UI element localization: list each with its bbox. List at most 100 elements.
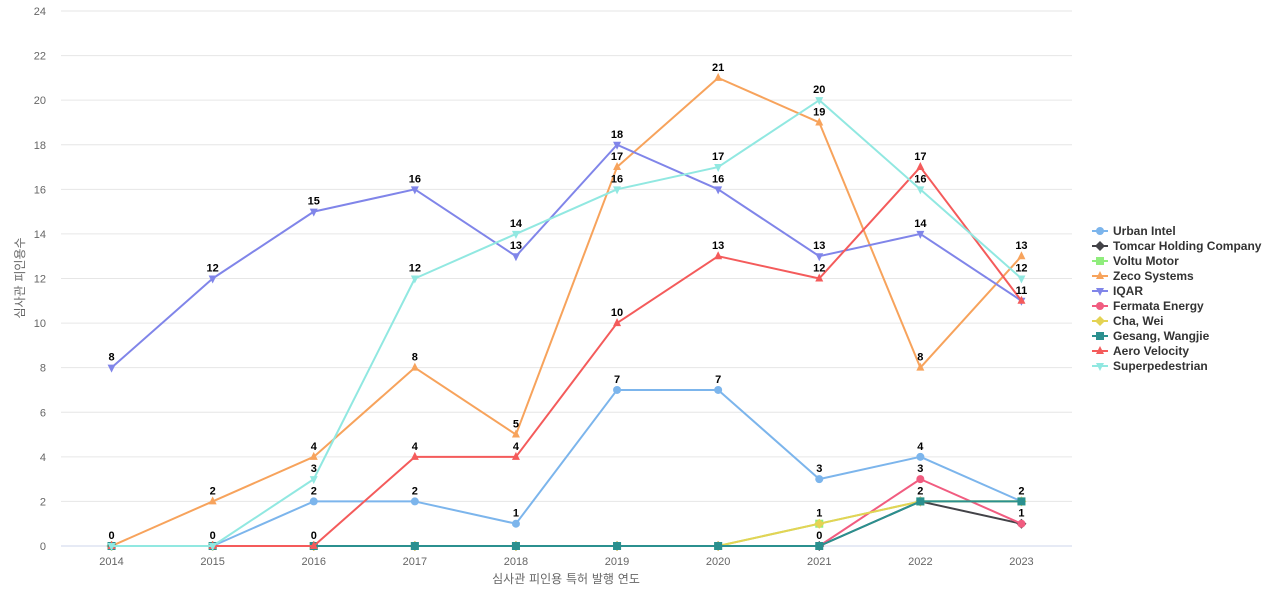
data-label: 11 — [1016, 285, 1028, 297]
data-label: 8 — [412, 352, 418, 364]
legend-label: Urban Intel — [1113, 224, 1176, 238]
legend-item-zeco-systems: Zeco Systems — [1092, 269, 1194, 283]
data-label: 2 — [412, 485, 418, 497]
data-label: 0 — [311, 530, 317, 542]
data-point — [309, 208, 318, 217]
data-label: 5 — [513, 419, 519, 431]
data-point — [511, 253, 520, 262]
data-point — [815, 273, 824, 282]
data-label: 16 — [409, 173, 421, 185]
legend-marker — [1095, 316, 1105, 326]
grid-lines — [61, 10, 1072, 547]
data-point — [814, 518, 825, 529]
data-point — [916, 362, 925, 371]
data-point — [613, 141, 622, 150]
data-label: 12 — [813, 263, 825, 275]
legend-item-gesang-wangjie: Gesang, Wangjie — [1092, 329, 1210, 343]
series-cha-wei — [106, 496, 1027, 551]
y-tick-label: 14 — [34, 229, 46, 241]
y-tick-label: 18 — [34, 140, 46, 152]
data-label: 8 — [917, 352, 923, 364]
data-point — [410, 497, 419, 506]
data-point — [916, 452, 925, 461]
data-point — [613, 542, 622, 550]
legend-marker — [1096, 271, 1104, 279]
data-label: 20 — [813, 84, 825, 96]
legend-item-urban-intel: Urban Intel — [1092, 224, 1176, 238]
legend-label: IQAR — [1113, 284, 1143, 298]
legend-item-voltu-motor: Voltu Motor — [1092, 254, 1179, 268]
data-point — [1017, 497, 1026, 506]
legend-marker — [1096, 302, 1104, 310]
data-label: 13 — [510, 240, 522, 252]
data-point — [410, 451, 419, 460]
legend-label: Zeco Systems — [1113, 269, 1194, 283]
legend-label: Aero Velocity — [1113, 344, 1189, 358]
data-label: 2 — [917, 485, 923, 497]
legend-label: Voltu Motor — [1113, 254, 1179, 268]
x-tick-label: 2018 — [504, 556, 528, 568]
legend-item-iqar: IQAR — [1092, 284, 1143, 298]
data-label: 16 — [914, 173, 926, 185]
data-point — [1017, 295, 1026, 304]
x-tick-label: 2017 — [403, 556, 427, 568]
legend-label: Superpedestrian — [1113, 359, 1208, 373]
x-tick-label: 2022 — [908, 556, 932, 568]
data-point — [309, 451, 318, 460]
data-label: 3 — [311, 463, 317, 475]
y-tick-label: 10 — [34, 318, 46, 330]
data-point — [613, 385, 622, 394]
y-tick-label: 6 — [40, 407, 46, 419]
x-tick-label: 2023 — [1009, 556, 1033, 568]
data-point — [511, 230, 520, 239]
data-point — [511, 451, 520, 460]
data-label: 18 — [611, 129, 623, 141]
data-point — [1017, 251, 1026, 260]
data-point — [208, 496, 217, 505]
data-label: 1 — [1018, 508, 1024, 520]
legend-marker — [1096, 257, 1104, 265]
data-point — [1017, 275, 1026, 284]
data-point — [613, 318, 622, 327]
data-label: 13 — [712, 240, 724, 252]
x-axis: 2014 2015 2016 2017 2018 2019 2020 2021 2022 2023 — [99, 556, 1033, 568]
data-label: 0 — [816, 530, 822, 542]
data-point — [511, 519, 520, 528]
series-iqar — [107, 141, 1026, 373]
data-label: 17 — [611, 151, 623, 163]
legend-marker — [1095, 241, 1105, 251]
data-label: 8 — [108, 352, 114, 364]
legend-marker — [1096, 227, 1104, 235]
x-tick-label: 2016 — [302, 556, 326, 568]
data-point — [208, 275, 217, 284]
series-tomcar-holding-company — [106, 496, 1027, 551]
legend-label: Fermata Energy — [1113, 299, 1204, 313]
legend-label: Cha, Wei — [1113, 314, 1163, 328]
x-tick-label: 2015 — [200, 556, 224, 568]
y-axis-title: 심사관 피인용수 — [13, 237, 27, 318]
data-point — [815, 253, 824, 262]
legend-item-aero-velocity: Aero Velocity — [1092, 344, 1189, 358]
y-tick-label: 24 — [34, 6, 46, 18]
y-tick-label: 8 — [40, 363, 46, 375]
data-label: 0 — [108, 530, 114, 542]
data-point — [107, 543, 116, 551]
data-label: 16 — [611, 173, 623, 185]
y-tick-label: 0 — [40, 541, 46, 553]
data-label: 10 — [611, 307, 623, 319]
data-point — [714, 542, 723, 550]
legend-marker — [1096, 288, 1104, 296]
series-group — [106, 72, 1027, 551]
data-label: 4 — [513, 441, 520, 453]
y-tick-label: 12 — [34, 274, 46, 286]
y-tick-label: 16 — [34, 184, 46, 196]
series-aero-velocity — [107, 162, 1026, 549]
series-line — [111, 99, 1023, 547]
series-line — [111, 388, 1022, 547]
y-tick-label: 2 — [40, 496, 46, 508]
data-point — [613, 162, 622, 171]
data-label: 17 — [712, 151, 724, 163]
